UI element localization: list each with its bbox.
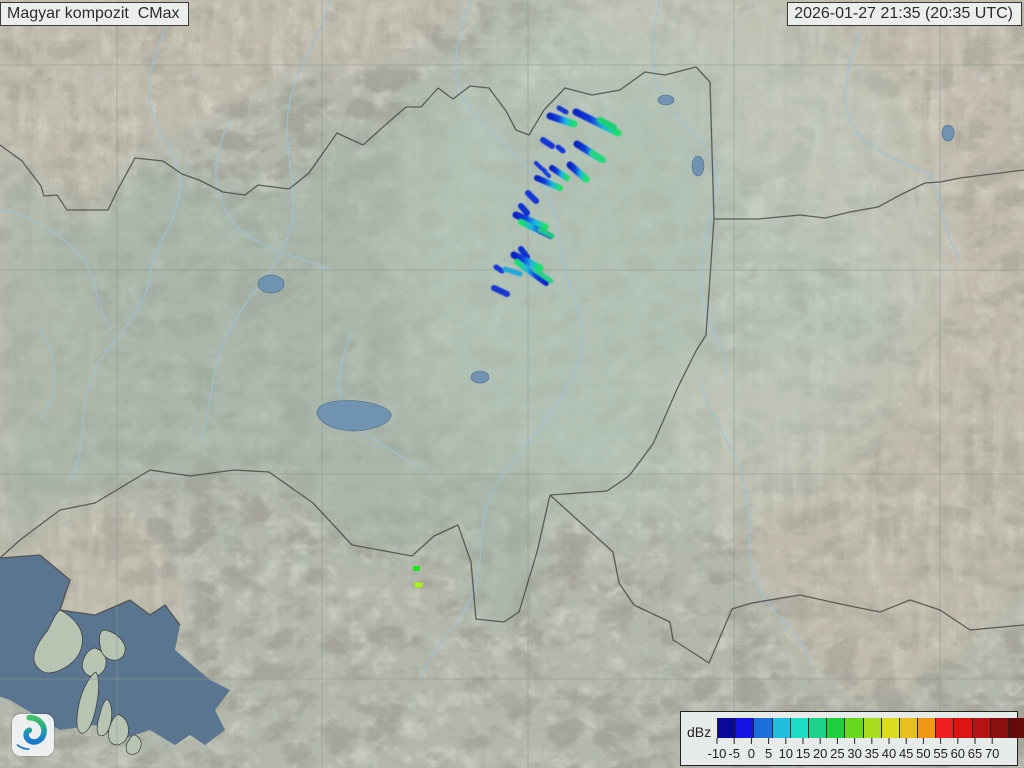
svg-text:0: 0 [748, 746, 755, 761]
svg-text:20: 20 [813, 746, 827, 761]
svg-text:-10: -10 [708, 746, 727, 761]
svg-text:55: 55 [933, 746, 947, 761]
svg-text:60: 60 [951, 746, 965, 761]
svg-text:45: 45 [899, 746, 913, 761]
svg-text:65: 65 [968, 746, 982, 761]
svg-text:50: 50 [916, 746, 930, 761]
svg-text:25: 25 [830, 746, 844, 761]
svg-text:5: 5 [765, 746, 772, 761]
svg-text:40: 40 [882, 746, 896, 761]
svg-text:35: 35 [865, 746, 879, 761]
svg-text:15: 15 [796, 746, 810, 761]
svg-text:30: 30 [847, 746, 861, 761]
svg-text:10: 10 [779, 746, 793, 761]
svg-text:-5: -5 [728, 746, 740, 761]
svg-text:70: 70 [985, 746, 999, 761]
